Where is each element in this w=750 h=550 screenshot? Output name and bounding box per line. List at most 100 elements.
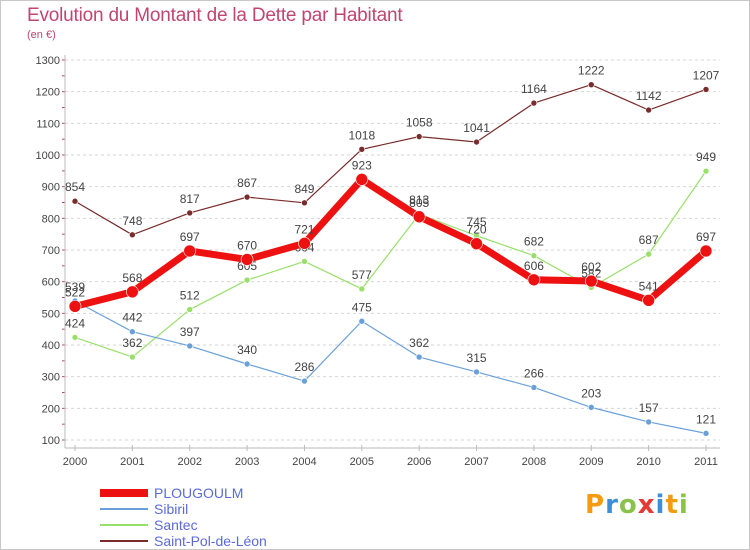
legend-swatch [100,540,148,542]
series-line-plougoulm [74,175,709,310]
x-tick-label: 2000 [63,456,87,468]
legend-label: Sibiril [154,501,189,517]
data-point-sibiril [645,418,652,426]
data-label-saint-pol-de-l-on: 849 [294,182,314,196]
legend-swatch [100,489,148,497]
data-point-saint-pol-de-l-on [301,199,308,207]
data-point-sibiril [530,384,538,391]
data-point-santec [702,167,710,175]
data-label-plougoulm: 697 [696,230,716,244]
chart-subtitle: (en €) [27,29,56,41]
data-point-plougoulm [470,237,483,250]
data-point-saint-pol-de-l-on [587,81,595,88]
data-label-saint-pol-de-l-on: 1018 [348,128,375,142]
data-point-santec [243,276,251,284]
data-point-sibiril [301,377,308,385]
data-label-sibiril: 266 [524,366,544,380]
data-label-plougoulm: 522 [65,285,85,299]
data-point-plougoulm [355,173,369,186]
data-label-sibiril: 340 [237,343,257,357]
logo-letter: r [605,490,619,520]
data-point-plougoulm [298,237,311,250]
data-point-santec [645,250,652,258]
y-tick-label: 300 [42,372,60,384]
data-point-saint-pol-de-l-on [129,231,136,239]
data-label-plougoulm: 805 [409,196,429,210]
data-point-plougoulm [699,244,713,258]
data-label-saint-pol-de-l-on: 1222 [578,64,605,78]
data-label-saint-pol-de-l-on: 1164 [521,82,547,96]
data-point-saint-pol-de-l-on [186,209,194,217]
y-tick-label: 1300 [36,55,60,67]
data-point-saint-pol-de-l-on [358,146,366,153]
legend-label: Saint-Pol-de-Léon [154,533,267,549]
x-tick-label: 2004 [292,456,316,468]
data-point-plougoulm [412,210,426,224]
data-point-sibiril [358,317,366,325]
data-point-sibiril [415,353,423,361]
y-tick-label: 900 [42,182,60,194]
data-label-santec: 577 [352,268,372,282]
data-point-plougoulm [68,300,82,313]
data-label-sibiril: 286 [294,360,314,374]
data-point-santec [358,285,366,293]
y-tick-label: 1100 [36,118,60,130]
y-tick-label: 100 [42,435,60,447]
x-tick-label: 2005 [350,456,374,468]
data-point-saint-pol-de-l-on [645,106,652,114]
data-label-santec: 582 [581,266,601,280]
data-label-saint-pol-de-l-on: 854 [65,180,85,194]
data-label-sibiril: 121 [696,412,716,426]
data-label-santec: 813 [409,193,429,207]
data-point-saint-pol-de-l-on [530,99,538,107]
data-point-santec [301,258,308,265]
data-point-saint-pol-de-l-on [71,197,79,205]
data-label-santec: 745 [467,215,487,229]
data-label-saint-pol-de-l-on: 867 [237,176,257,190]
y-tick-label: 500 [42,308,60,320]
legend-swatch [100,524,148,526]
data-label-plougoulm: 606 [524,259,544,273]
y-tick-label: 400 [42,340,60,352]
data-point-santec [71,334,79,341]
x-tick-label: 2010 [636,456,660,468]
data-label-saint-pol-de-l-on: 1058 [406,116,433,130]
legend-label: Santec [154,517,198,533]
data-label-plougoulm: 923 [352,158,372,172]
data-label-sibiril: 539 [65,280,85,294]
data-label-plougoulm: 721 [294,222,314,236]
logo-letter: x [637,490,656,520]
y-tick-label: 200 [42,403,60,415]
series-line-sibiril [74,300,707,434]
data-point-saint-pol-de-l-on [415,133,423,140]
proxiti-logo: Proxiti [585,490,689,520]
data-label-sibiril: 397 [180,325,200,339]
series-line-saint-pol-de-l-on [74,84,707,236]
y-tick-label: 700 [42,245,60,257]
data-label-plougoulm: 670 [237,239,257,253]
data-label-plougoulm: 541 [639,279,659,293]
legend-label: PLOUGOULM [154,485,244,501]
data-label-santec: 512 [180,289,200,303]
y-tick-label: 800 [42,213,60,225]
y-tick-label: 600 [42,277,60,289]
data-point-santec [186,306,194,313]
data-point-sibiril [702,430,710,437]
data-label-saint-pol-de-l-on: 748 [122,214,142,228]
data-point-plougoulm [527,273,541,287]
data-point-sibiril [129,328,136,336]
data-point-plougoulm [240,253,254,266]
logo-letter: t [665,490,679,520]
x-tick-label: 2006 [407,456,431,468]
y-tick-label: 1000 [36,150,60,162]
data-point-sibiril [243,360,251,368]
logo-letter: P [585,490,606,520]
data-label-sibiril: 442 [122,311,142,325]
data-label-saint-pol-de-l-on: 817 [180,192,200,206]
data-point-saint-pol-de-l-on [702,86,710,93]
x-tick-label: 2003 [235,456,259,468]
data-label-sibiril: 157 [639,401,659,415]
x-tick-label: 2009 [579,456,603,468]
x-tick-label: 2007 [464,456,488,468]
chart-title: Evolution du Montant de la Dette par Hab… [27,5,403,26]
